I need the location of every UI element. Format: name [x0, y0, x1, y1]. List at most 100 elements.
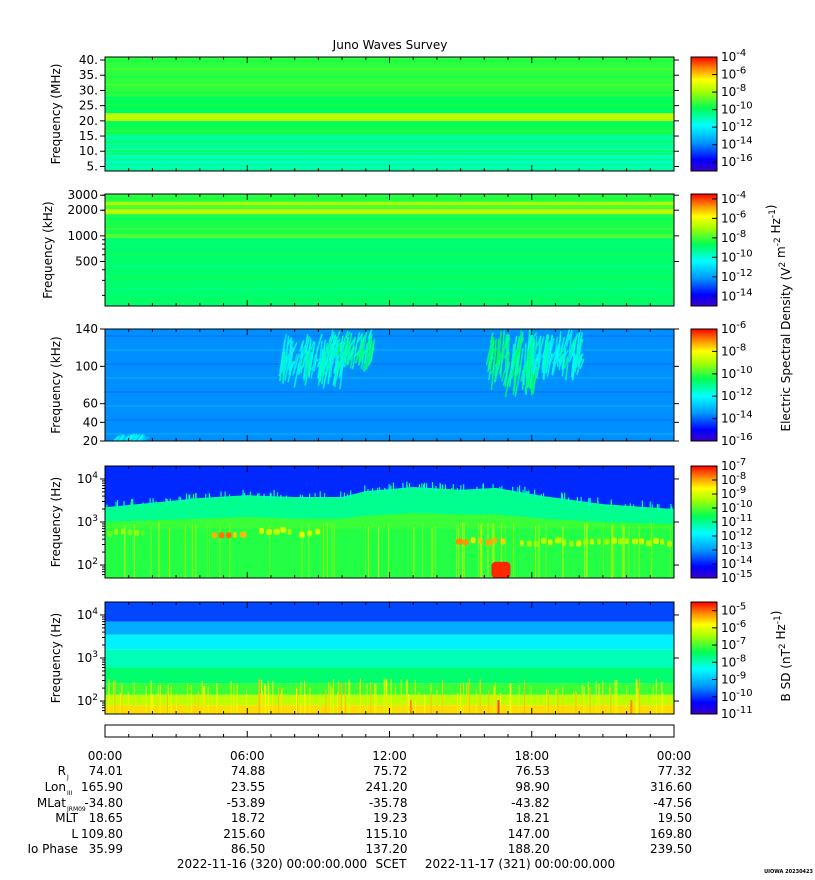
emission-streak — [547, 353, 553, 365]
intense-emission — [589, 538, 594, 545]
intense-emission — [211, 532, 217, 539]
emission-streak — [316, 354, 324, 363]
emission-streak — [570, 353, 576, 378]
colorbar-tick-label: 10-6 — [721, 209, 746, 225]
emission-streak — [579, 358, 585, 369]
ephemeris-value: 18.21 — [515, 811, 549, 825]
emission-streak — [560, 336, 565, 352]
ephemeris-value: 165.90 — [81, 780, 123, 794]
colorbar-gradient — [690, 328, 718, 442]
intense-emission — [540, 537, 547, 544]
intense-emission — [610, 537, 618, 544]
y-tick-label: 10. — [79, 144, 98, 158]
emission-streak — [360, 351, 365, 369]
footer-stamp: UIOWA 20230423 — [764, 869, 813, 875]
y-tick-label: 5. — [87, 159, 98, 173]
colorbar: 10-4 10-6 10-8 10-10 10-12 10-14 — [690, 190, 753, 307]
intensity-band — [105, 621, 674, 635]
colorbar: 10-6 10-8 10-10 10-12 10-14 10-16 — [690, 320, 753, 448]
intense-emission — [463, 539, 469, 546]
colorbar-tick-label: 10-6 — [721, 66, 746, 82]
intense-emission — [259, 527, 264, 534]
intense-emission — [575, 540, 582, 547]
emission-streak — [343, 344, 348, 368]
emission-streak — [284, 357, 291, 381]
emission-streak — [334, 361, 340, 377]
colorbar-gradient — [690, 56, 718, 172]
y-axis-label: Frequency (Hz) — [49, 613, 63, 704]
intense-emission — [114, 528, 119, 535]
y-tick-label: 35. — [79, 68, 98, 82]
emission-streak — [564, 358, 570, 381]
intense-emission — [315, 528, 321, 535]
emission-streak — [511, 335, 518, 370]
colorbar-gradient — [690, 193, 718, 307]
emission-streak — [563, 328, 571, 348]
y-tick-label: 102 — [77, 557, 98, 572]
emission-streak — [346, 344, 352, 366]
y-tick-label: 60 — [83, 397, 98, 411]
ephemeris-value: -43.82 — [511, 796, 550, 810]
intense-emission — [500, 538, 506, 545]
emission-streak — [300, 339, 305, 348]
ephemeris-row-label: R — [58, 764, 66, 778]
y-tick-label: 20 — [83, 434, 98, 448]
emission-streak — [317, 364, 321, 378]
intense-emission — [624, 538, 629, 545]
intense-emission — [652, 538, 659, 545]
colorbar-tick-label: 10-8 — [721, 229, 746, 245]
y-tick-label: 30. — [79, 83, 98, 97]
intensity-band — [105, 329, 674, 441]
ephemeris-value: 74.88 — [231, 764, 265, 778]
emission-streak — [574, 344, 579, 373]
ephemeris-value: 19.23 — [373, 811, 407, 825]
colorbar-gradient — [690, 465, 718, 579]
intense-emission — [568, 540, 574, 547]
emission-streak — [329, 329, 334, 347]
emission-streak — [310, 340, 315, 350]
emission-streak — [335, 355, 343, 381]
intense-emission — [266, 528, 272, 535]
emission-streak — [501, 334, 508, 360]
emission-streak — [321, 357, 327, 385]
intense-emission — [470, 537, 476, 544]
colorbar-tick-label: 10-4 — [721, 190, 746, 206]
intense-emission — [307, 530, 313, 537]
emission-streak — [563, 356, 569, 369]
emission-streak — [367, 328, 373, 339]
emission-streak — [551, 347, 559, 376]
intensity-band — [105, 667, 674, 684]
intense-emission — [299, 531, 305, 538]
intense-emission — [233, 531, 237, 538]
colorbar-tick-label: 10-16 — [721, 153, 753, 169]
y-tick-label: 102 — [77, 693, 98, 708]
y-tick-label: 40. — [79, 53, 98, 67]
y-tick-label: 20. — [79, 114, 98, 128]
y-tick-label: 104 — [77, 471, 98, 486]
emission-streak — [143, 436, 150, 442]
emission-streak — [333, 350, 339, 358]
ephemeris-table: 00:00 06:00 12:00 18:00 00:00 R J 74.01 74.88 75.… — [27, 749, 692, 856]
emission-streak — [537, 336, 542, 364]
colorbar-tick-label: 10-14 — [721, 136, 753, 152]
emission-streak — [288, 337, 293, 359]
colorbar-tick-label: 10-14 — [721, 287, 753, 303]
ephemeris-value: 188.20 — [508, 842, 550, 856]
y-tick-label: 2000 — [67, 203, 98, 217]
emission-streak — [520, 370, 524, 382]
intense-emission — [485, 539, 493, 546]
intense-emission — [596, 538, 601, 545]
ephemeris-row-subscript: III — [67, 790, 73, 797]
ephemeris-row-label: L — [71, 827, 78, 841]
colorbar-gradient — [690, 601, 718, 715]
ephemeris-value: 35.99 — [89, 842, 123, 856]
ephemeris-value: 98.90 — [515, 780, 549, 794]
ephemeris-value: 18.65 — [89, 811, 123, 825]
intensity-band — [105, 649, 674, 668]
intensity-band — [105, 683, 674, 695]
ephemeris-row-subscript: JRM09 — [66, 806, 86, 813]
emission-streak — [514, 353, 519, 361]
